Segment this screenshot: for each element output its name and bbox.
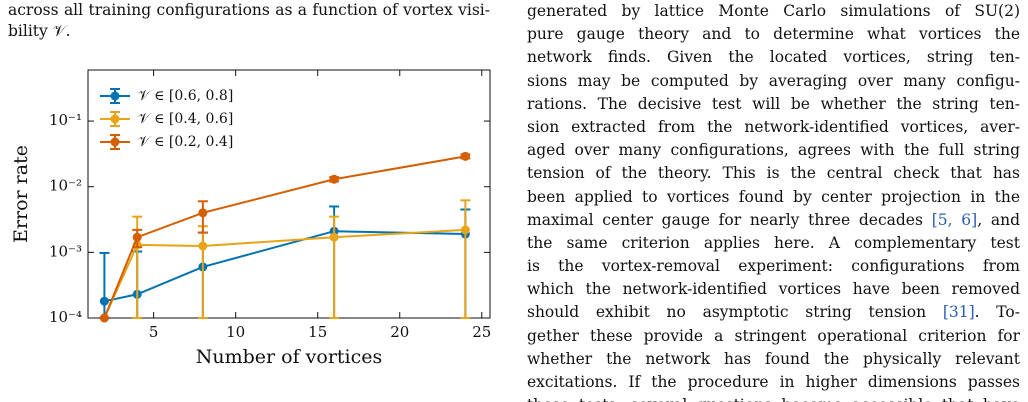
x-tick-label: 15 [308, 323, 327, 341]
text-line: gether these provide a stringent operati… [527, 326, 1020, 345]
legend-marker [110, 114, 120, 124]
legend-label: 𝒱 ∈ [0.2, 0.4] [138, 134, 233, 150]
right-column-text: generated by lattice Monte Carlo simulat… [527, 0, 1020, 402]
text-line: sions may be computed by averaging over … [527, 71, 1020, 90]
y-tick-label: 10⁻² [49, 177, 82, 195]
data-point [329, 174, 339, 184]
data-point [460, 151, 470, 161]
text-line: aged over many configurations, agrees wi… [527, 141, 1020, 160]
data-point [132, 232, 142, 242]
series-line [104, 230, 466, 303]
error-bar [460, 199, 471, 319]
text-line: bility 𝒱. [8, 22, 71, 40]
x-tick-label: 5 [149, 323, 159, 341]
text-line: rations. The decisive test will be wheth… [527, 94, 1020, 113]
text-line: the same criterion applies here. A compl… [527, 233, 1020, 252]
text-line: pure gauge theory and to determine what … [527, 25, 1020, 44]
text-segment: should exhibit no asymptotic string tens… [527, 303, 943, 322]
series-line [103, 155, 466, 319]
text-line: maximal center gauge for nearly three de… [527, 209, 1020, 232]
data-point [198, 241, 208, 251]
x-axis-label: Number of vortices [196, 346, 383, 368]
text-line: tension of the theory. This is the centr… [527, 164, 1020, 183]
text-line: which the network-identified vortices ha… [527, 280, 1020, 299]
text-line: whether the network has found the physic… [527, 349, 1020, 368]
plot-frame [87, 69, 491, 319]
text-segment: . To- [974, 303, 1020, 322]
text-line: sion extracted from the network-identifi… [527, 117, 1020, 136]
y-axis-label: Error rate [10, 145, 32, 243]
legend-label: 𝒱 ∈ [0.6, 0.8] [138, 88, 233, 104]
citation[interactable]: [5, 6] [931, 210, 978, 229]
left-column-text: across all training configurations as a … [8, 0, 490, 42]
legend-marker [110, 91, 120, 101]
x-tick-label: 10 [226, 323, 245, 341]
data-point [99, 313, 109, 323]
text-line: excitations. If the procedure in higher … [527, 373, 1020, 391]
text-line: these tests, several questions become ac… [527, 394, 1020, 402]
text-segment: , and [977, 210, 1021, 229]
data-point [99, 296, 109, 306]
text-line: should exhibit no asymptotic string tens… [527, 301, 1020, 324]
data-point [460, 225, 470, 235]
error-bar [197, 225, 208, 319]
x-tick-label: 20 [390, 323, 409, 341]
text-line: across all training configurations as a … [8, 1, 490, 19]
y-tick-label: 10⁻⁴ [49, 308, 82, 326]
text-line: generated by lattice Monte Carlo simulat… [527, 2, 1020, 20]
text-line: network finds. Given the located vortice… [527, 48, 1020, 67]
x-tick-label: 25 [472, 323, 491, 341]
citation[interactable]: [31] [942, 303, 975, 322]
y-tick-label: 10⁻³ [49, 242, 82, 260]
y-tick-label: 10⁻¹ [49, 111, 82, 129]
data-point [198, 208, 208, 218]
legend-label: 𝒱 ∈ [0.4, 0.6] [138, 111, 233, 127]
chart: 5 10 15 20 25 10⁻⁴ 10⁻³ 10⁻² 10⁻¹ Number of vorti… [10, 69, 491, 368]
text-segment: maximal center gauge for nearly three de… [527, 210, 932, 229]
data-point [329, 232, 339, 242]
text-line: is the vortex-removal experiment: config… [527, 257, 1020, 276]
series-line [103, 228, 466, 319]
text-line: been applied to vortices found by center… [527, 187, 1020, 206]
legend-marker [110, 137, 120, 147]
